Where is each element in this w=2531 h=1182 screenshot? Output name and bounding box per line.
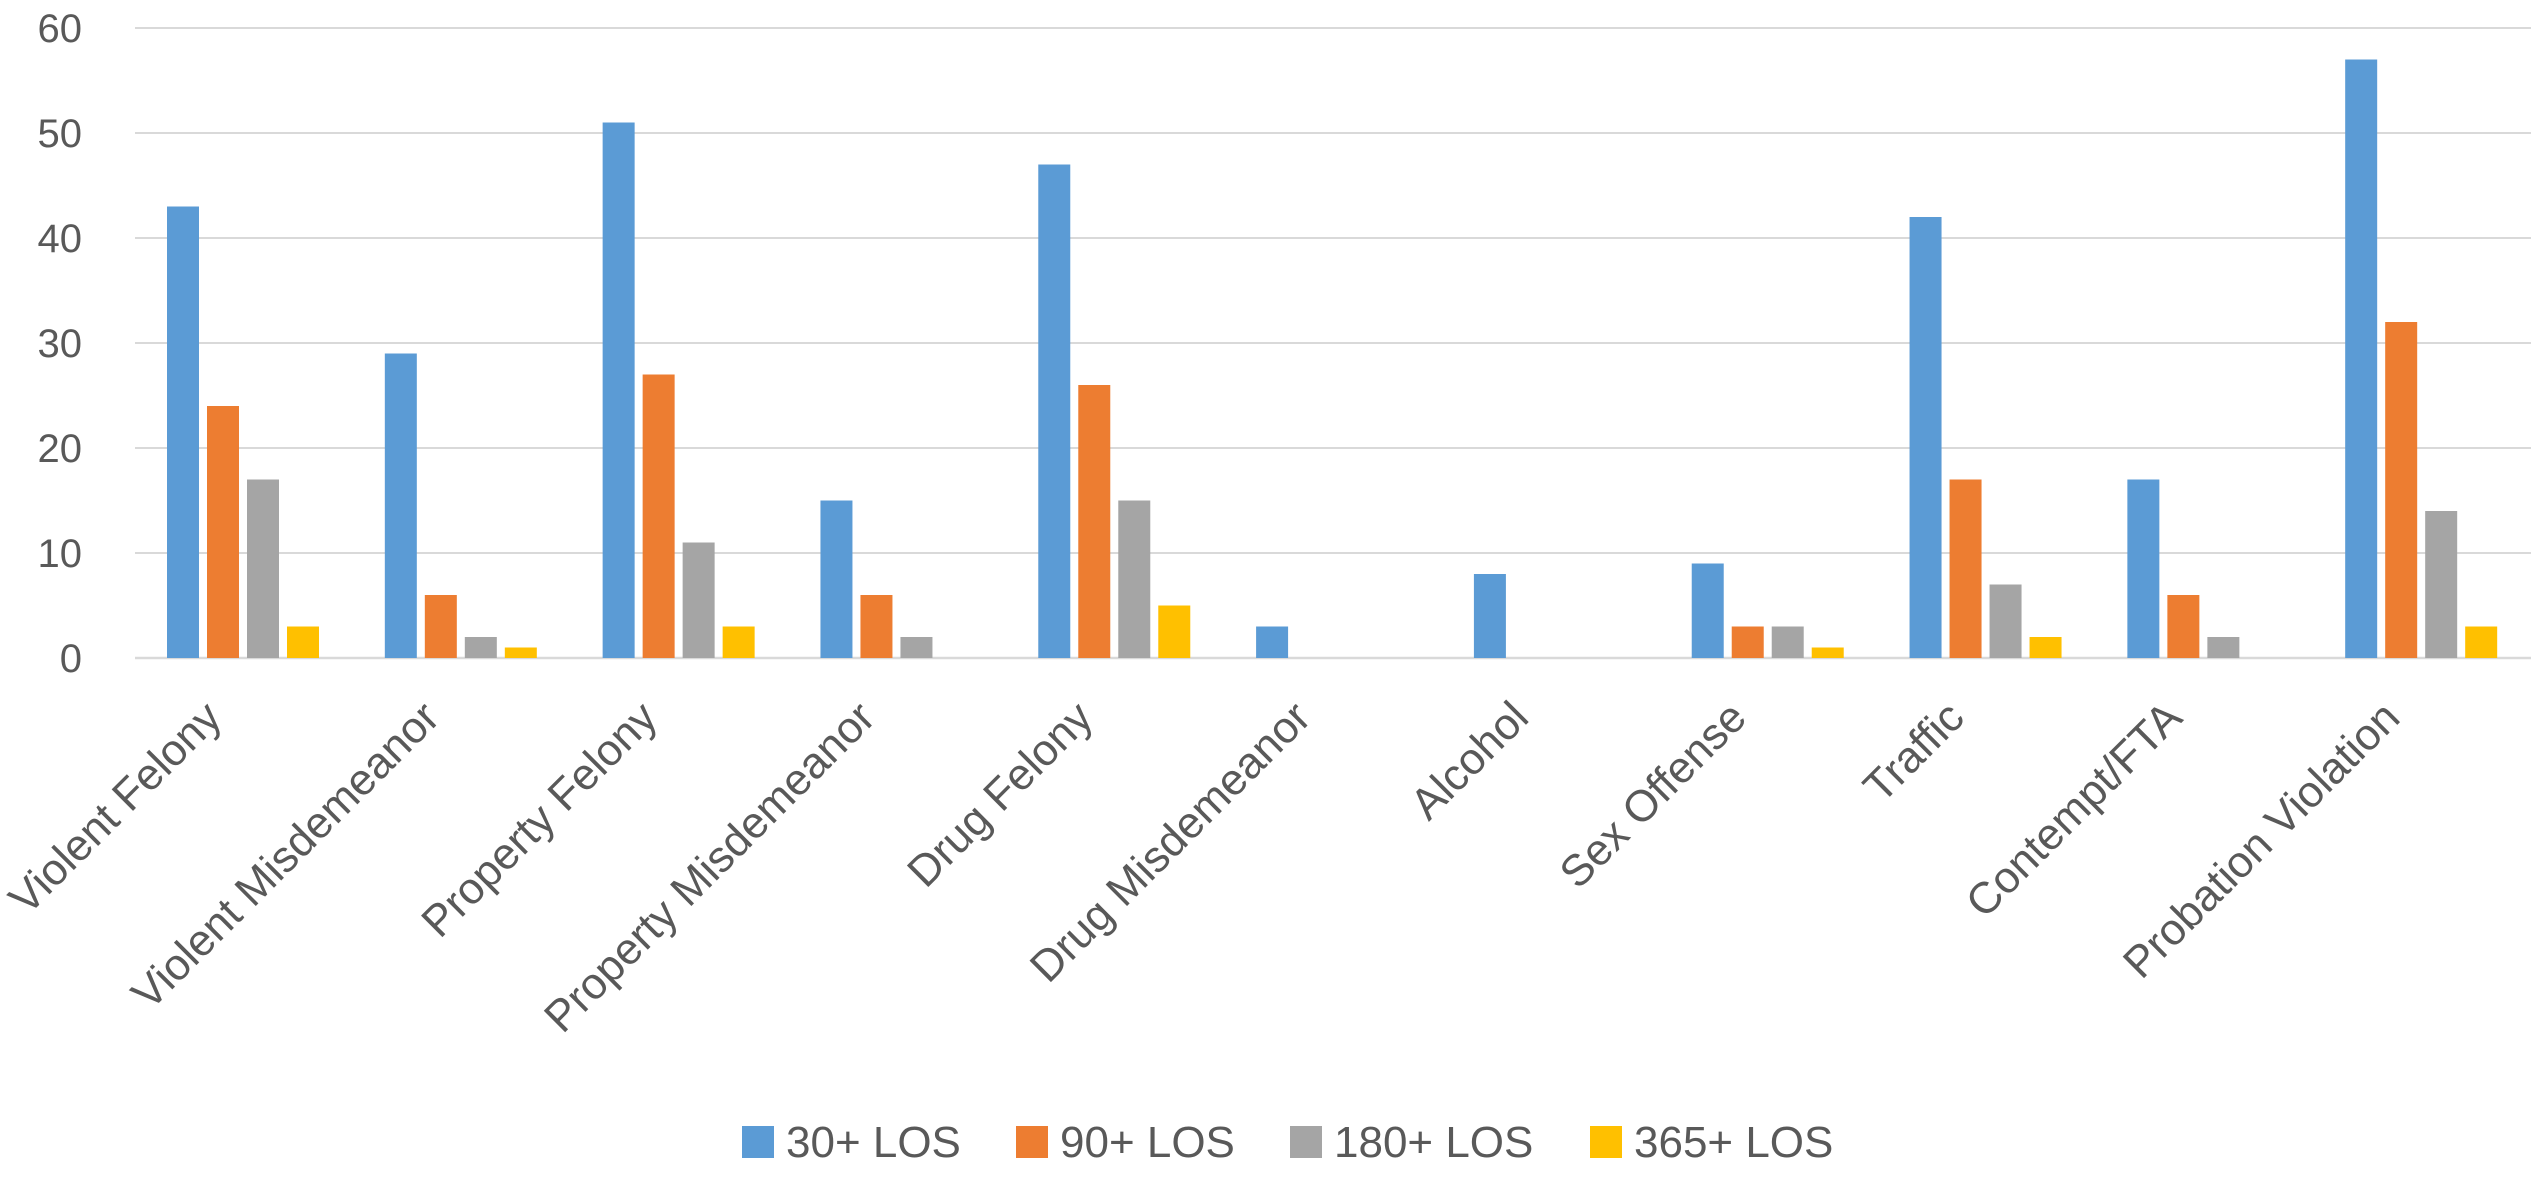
legend-label: 30+ LOS	[786, 1118, 961, 1167]
y-tick-label: 50	[38, 112, 83, 156]
bar	[2345, 59, 2378, 658]
gridlines	[135, 27, 2531, 660]
legend-swatch	[1290, 1126, 1322, 1158]
legend-swatch	[1016, 1126, 1048, 1158]
legend-label: 90+ LOS	[1060, 1118, 1235, 1167]
legend-swatch	[742, 1126, 774, 1158]
bar	[820, 500, 853, 658]
x-tick-label: Property Felony	[412, 692, 666, 946]
bar	[900, 637, 933, 658]
bar	[1118, 500, 1151, 658]
bar	[2127, 479, 2160, 658]
bar	[1473, 574, 1506, 658]
y-tick-label: 40	[38, 217, 83, 261]
bar	[1256, 626, 1289, 658]
bar	[247, 479, 279, 658]
bar	[2385, 322, 2418, 658]
x-tick-label: Alcohol	[1401, 692, 1538, 829]
x-tick-label: Traffic	[1854, 692, 1973, 811]
bar	[1771, 626, 1804, 658]
bar	[1691, 563, 1724, 658]
bar	[167, 206, 199, 658]
bar	[2207, 637, 2240, 658]
bar	[1078, 385, 1111, 658]
legend-label: 365+ LOS	[1634, 1118, 1833, 1167]
y-axis-ticks: 0 10 20 30 40 50 60	[38, 7, 83, 681]
bar	[2465, 626, 2498, 658]
bar	[682, 542, 715, 658]
legend: 30+ LOS 90+ LOS 180+ LOS 365+ LOS	[742, 1118, 1833, 1167]
bar	[1158, 605, 1191, 658]
bar	[2029, 637, 2062, 658]
y-tick-label: 0	[60, 637, 82, 681]
bar	[287, 626, 319, 658]
x-tick-label: Violent Felony	[0, 692, 231, 923]
x-tick-label: Sex Offense	[1550, 692, 1755, 897]
bar	[1949, 479, 1982, 658]
y-tick-label: 20	[38, 427, 83, 471]
x-tick-label: Contempt/FTA	[1957, 692, 2192, 927]
bar	[1811, 647, 1844, 658]
bar	[1731, 626, 1764, 658]
legend-swatch	[1590, 1126, 1622, 1158]
bar	[1989, 584, 2022, 658]
bar	[1909, 217, 1942, 658]
bar	[642, 374, 675, 658]
bar	[2167, 595, 2200, 658]
bar	[464, 637, 497, 658]
bar	[504, 647, 537, 658]
legend-label: 180+ LOS	[1334, 1118, 1533, 1167]
y-tick-label: 30	[38, 322, 83, 366]
y-tick-label: 10	[38, 532, 83, 576]
bar	[207, 406, 239, 658]
bar	[384, 353, 417, 658]
y-tick-label: 60	[38, 7, 83, 51]
bar	[602, 122, 635, 658]
bars	[167, 59, 2498, 658]
bar	[860, 595, 893, 658]
bar	[2425, 511, 2458, 658]
bar	[424, 595, 457, 658]
bar	[1038, 164, 1071, 658]
x-tick-label: Drug Felony	[898, 692, 1102, 896]
bar	[722, 626, 755, 658]
